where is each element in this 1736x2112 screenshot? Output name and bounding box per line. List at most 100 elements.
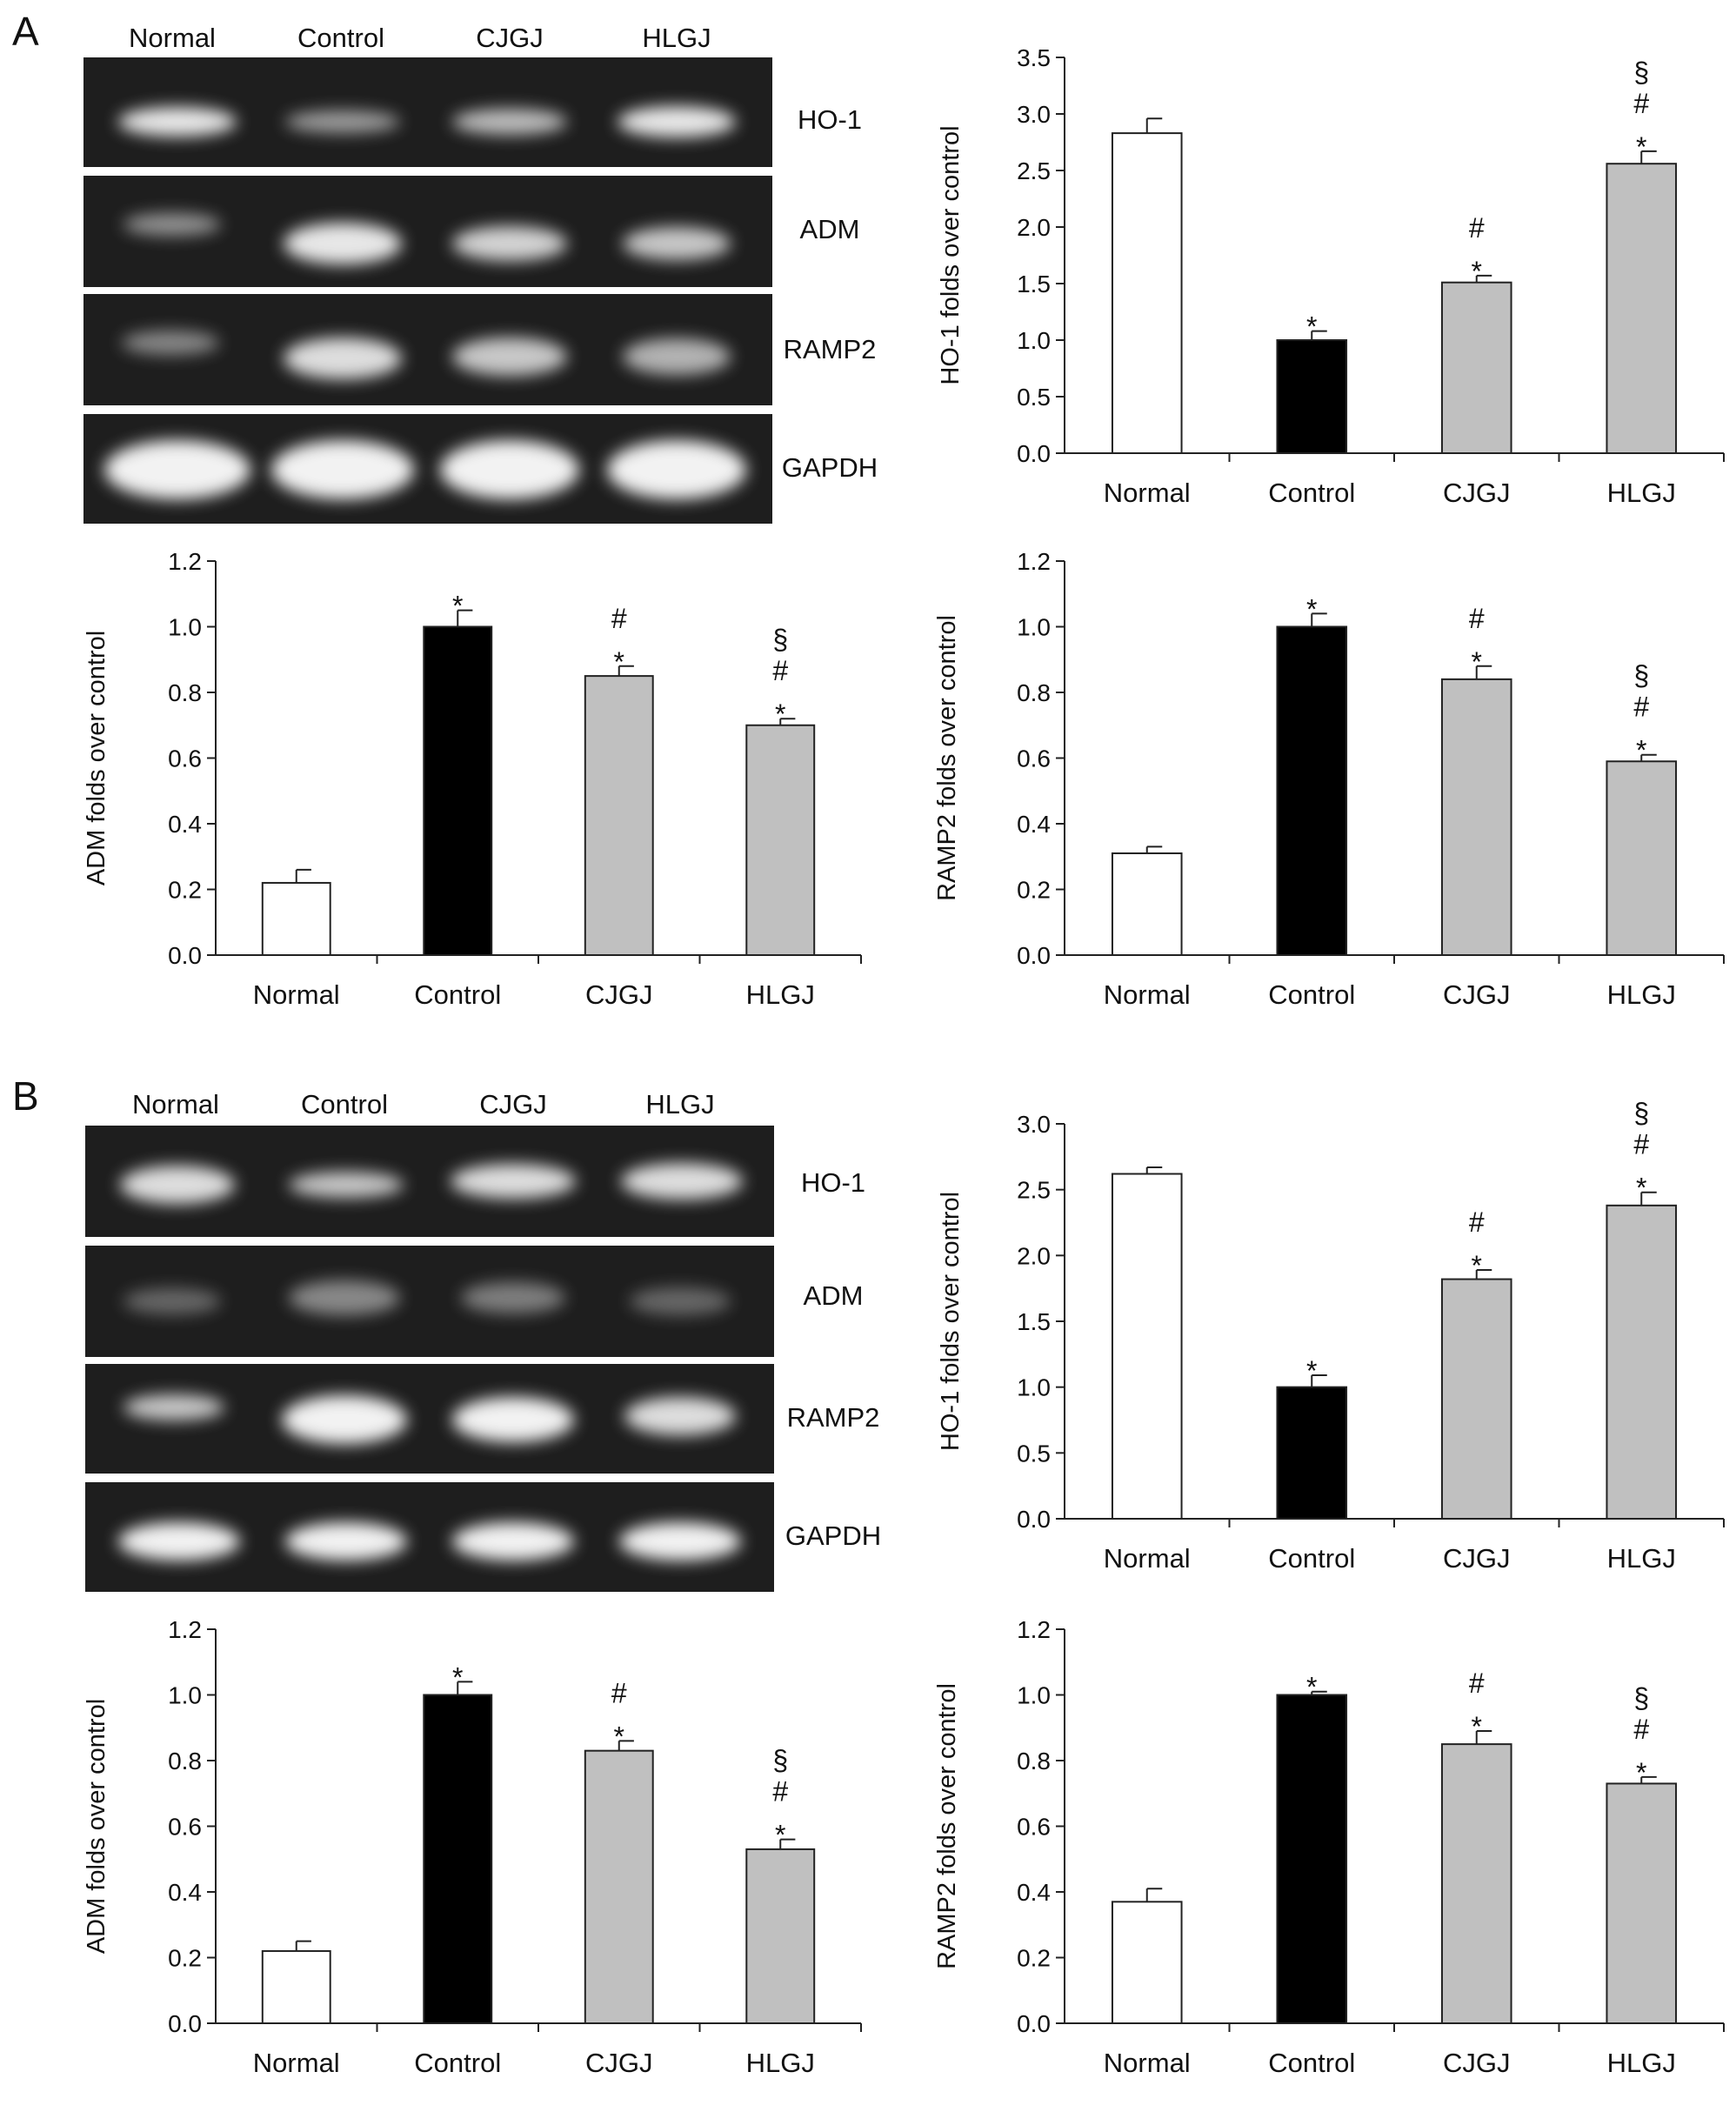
y-tick-label: 1.0 — [168, 614, 202, 641]
x-category-label: Normal — [253, 2048, 340, 2078]
bar-control — [423, 1694, 493, 2024]
y-tick-label: 0.4 — [168, 1879, 202, 1906]
gel-gene-label-adm: ADM — [800, 214, 860, 244]
bar-chart-a-ramp2: 0.0 0.2 0.4 0.6 0.8 1.0 1.2 Normal Control * CJGJ *… — [933, 548, 1725, 1010]
gel-band — [630, 1287, 731, 1315]
x-category-label: CJGJ — [585, 2048, 653, 2078]
y-tick-label: 0.8 — [1017, 1748, 1051, 1774]
significance-asterisk: * — [1306, 1672, 1317, 1703]
y-axis-title: HO-1 folds over control — [937, 1192, 965, 1451]
y-tick-label: 0.0 — [1017, 2010, 1051, 2037]
gel-band — [452, 226, 567, 261]
significance-hash: # — [1633, 1714, 1649, 1745]
gel-lane-label-normal: Normal — [129, 23, 216, 53]
gel-band — [284, 338, 402, 379]
significance-asterisk: * — [1472, 1711, 1482, 1742]
y-tick-label: 0.0 — [1017, 942, 1051, 969]
significance-asterisk: * — [1306, 593, 1317, 625]
y-tick-label: 0.0 — [1017, 1506, 1051, 1533]
y-axis-title: ADM folds over control — [83, 631, 110, 886]
gel-band — [271, 440, 414, 499]
bar-chart-b-ho1: 0.0 0.5 1.0 1.5 2.0 2.5 3.0 Normal Control * CJGJ *… — [937, 1098, 1725, 1574]
gel-band — [624, 1397, 736, 1435]
gel-band — [124, 213, 221, 236]
y-tick-label: 0.4 — [1017, 811, 1051, 838]
gel-band — [461, 1282, 565, 1313]
y-tick-label: 1.5 — [1017, 271, 1051, 297]
y-tick-label: 3.0 — [1017, 1111, 1051, 1138]
y-tick-label: 1.2 — [1017, 548, 1051, 575]
gel-band — [618, 106, 736, 137]
y-tick-label: 0.0 — [168, 942, 202, 969]
y-tick-label: 0.0 — [168, 2010, 202, 2037]
bar-cjgj — [584, 675, 654, 956]
gel-band — [124, 1394, 224, 1420]
gel-lane-label-cjgj: CJGJ — [479, 1089, 547, 1119]
significance-hash: # — [1633, 88, 1649, 119]
gel-band — [452, 1522, 574, 1561]
y-tick-label: 1.0 — [1017, 1374, 1051, 1401]
significance-asterisk: * — [1472, 256, 1482, 287]
bar-hlgj — [1606, 1204, 1678, 1520]
bar-normal — [1111, 132, 1183, 454]
significance-hash: # — [1469, 212, 1485, 244]
y-tick-label: 0.2 — [1017, 1945, 1051, 1972]
x-category-label: Control — [1268, 478, 1355, 508]
y-tick-label: 0.6 — [1017, 745, 1051, 772]
bar-hlgj — [1606, 760, 1678, 957]
significance-asterisk: * — [452, 1661, 463, 1693]
gel-panel-a: Normal Control CJGJ HLGJ HO-1 AD — [83, 23, 878, 524]
x-category-label: CJGJ — [1443, 1543, 1511, 1574]
gel-lane-label-cjgj: CJGJ — [476, 23, 544, 53]
y-tick-label: 1.0 — [1017, 327, 1051, 354]
y-tick-label: 2.0 — [1017, 1242, 1051, 1269]
y-tick-label: 3.5 — [1017, 44, 1051, 71]
y-tick-label: 0.0 — [1017, 440, 1051, 467]
bar-cjgj — [1440, 1278, 1512, 1521]
panel-letter-a: A — [12, 9, 39, 54]
significance-asterisk: * — [1636, 131, 1646, 163]
gel-band — [122, 331, 219, 355]
y-tick-label: 1.2 — [1017, 1616, 1051, 1643]
x-category-label: Normal — [1104, 2048, 1191, 2078]
y-tick-label: 2.5 — [1017, 157, 1051, 184]
y-tick-label: 0.4 — [168, 811, 202, 838]
y-tick-label: 1.2 — [168, 1616, 202, 1643]
gel-band — [621, 1163, 743, 1200]
bar-hlgj — [1606, 1782, 1678, 2025]
significance-hash: # — [1469, 1206, 1485, 1238]
bar-normal — [261, 1949, 331, 2024]
bar-cjgj — [584, 1749, 654, 2025]
significance-section: § — [772, 1745, 788, 1776]
gel-lane-label-hlgj: HLGJ — [645, 1089, 714, 1119]
gel-band — [284, 223, 402, 264]
y-tick-label: 3.0 — [1017, 101, 1051, 128]
bar-normal — [1111, 852, 1183, 956]
y-axis-title: HO-1 folds over control — [937, 125, 965, 384]
y-axis-title: RAMP2 folds over control — [933, 615, 961, 901]
y-axis-title: RAMP2 folds over control — [933, 1683, 961, 1969]
x-category-label: HLGJ — [1607, 1543, 1676, 1574]
gel-gene-label-ramp2: RAMP2 — [787, 1402, 880, 1433]
x-category-label: Control — [414, 979, 501, 1010]
bar-chart-a-ho1: 0.0 0.5 1.0 1.5 2.0 2.5 3.0 3.5 Normal Control * CJ… — [937, 44, 1725, 508]
y-tick-label: 1.0 — [168, 1682, 202, 1709]
gel-panel-b: Normal Control CJGJ HLGJ HO-1 AD — [85, 1089, 881, 1592]
y-tick-label: 1.0 — [1017, 614, 1051, 641]
gel-band — [623, 227, 731, 260]
gel-band — [452, 1397, 574, 1442]
significance-asterisk: * — [775, 1820, 785, 1851]
y-tick-label: 0.6 — [168, 745, 202, 772]
gel-band — [104, 440, 250, 499]
x-category-label: Normal — [1104, 979, 1191, 1010]
significance-hash: # — [1633, 692, 1649, 723]
y-tick-label: 0.8 — [168, 679, 202, 706]
x-category-label: CJGJ — [1443, 979, 1511, 1010]
significance-asterisk: * — [614, 1721, 624, 1752]
gel-band — [289, 1172, 404, 1198]
significance-asterisk: * — [614, 646, 624, 678]
significance-hash: # — [611, 1677, 627, 1708]
x-category-label: HLGJ — [746, 2048, 815, 2078]
bar-chart-b-ramp2: 0.0 0.2 0.4 0.6 0.8 1.0 1.2 Normal Control * CJGJ *… — [933, 1616, 1725, 2078]
